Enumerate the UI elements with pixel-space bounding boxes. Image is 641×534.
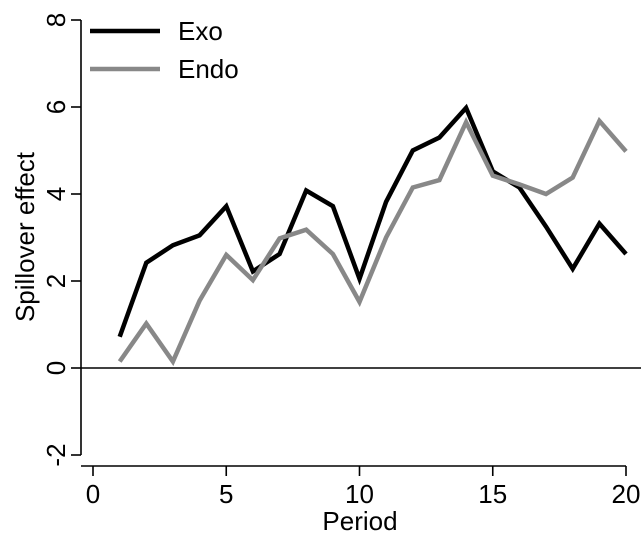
x-tick-label: 10 xyxy=(345,479,374,509)
series-line-endo xyxy=(117,116,628,367)
y-tick-label: 4 xyxy=(41,187,71,201)
x-axis-title: Period xyxy=(322,506,397,534)
series-line-exo xyxy=(117,103,628,338)
y-tick-label: 2 xyxy=(41,274,71,288)
y-tick-label: 6 xyxy=(41,100,71,114)
x-tick-label: 0 xyxy=(86,479,100,509)
legend-label-endo: Endo xyxy=(178,54,239,84)
series-lines xyxy=(117,103,628,367)
y-axis-title: Spillover effect xyxy=(10,151,40,322)
legend-label-exo: Exo xyxy=(178,16,223,46)
y-tick-label: -2 xyxy=(41,443,71,466)
y-tick-label: 0 xyxy=(41,361,71,375)
legend: Exo Endo xyxy=(90,16,239,84)
x-tick-label: 5 xyxy=(219,479,233,509)
x-tick-label: 20 xyxy=(612,479,641,509)
x-tick-label: 15 xyxy=(478,479,507,509)
axes: -2 0 2 4 6 8 0 5 10 15 20 xyxy=(41,13,640,509)
y-tick-label: 8 xyxy=(41,13,71,27)
